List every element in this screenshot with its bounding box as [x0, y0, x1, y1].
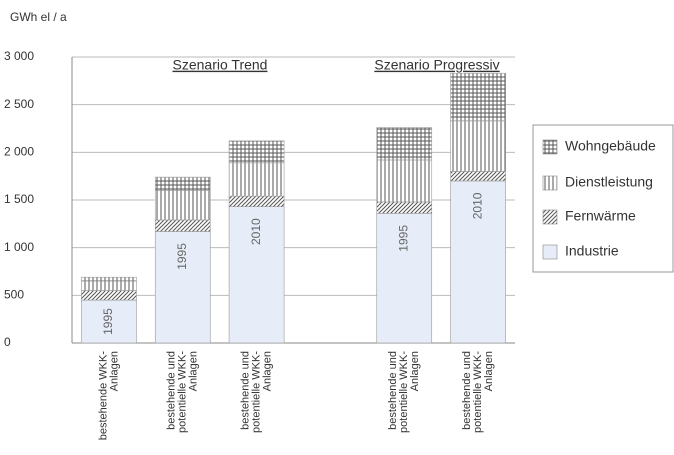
bar-segment — [154, 176, 211, 191]
bar-segment — [81, 290, 137, 301]
bar-segment — [450, 72, 506, 122]
bar-segment — [81, 299, 137, 344]
x-tick-label: bestehende WKK- — [97, 351, 109, 441]
bar-segment — [450, 120, 506, 172]
x-tick-label: Anlagen — [261, 351, 273, 391]
x-tick-label: potentielle WKK- — [398, 351, 410, 433]
x-tick-label: Anlagen — [108, 351, 120, 391]
unit-label: GWh el / a — [10, 10, 67, 24]
y-tick-label: 1 000 — [4, 240, 34, 254]
bar-segment — [228, 162, 285, 197]
legend-swatch — [542, 139, 558, 155]
legend-swatch — [542, 175, 558, 191]
bar-label: 2010 — [470, 192, 484, 219]
x-tick-label: Anlagen — [188, 351, 200, 391]
bar-label: 2010 — [249, 218, 263, 245]
bar-segment — [154, 231, 211, 344]
bar-label: 1995 — [175, 243, 189, 270]
x-tick-label: bestehende und — [387, 351, 399, 430]
x-tick-label: potentielle WKK- — [472, 351, 484, 433]
legend-label: Fernwärme — [565, 208, 636, 224]
legend-swatch — [542, 209, 558, 225]
scenario-label: Szenario Progressiv — [374, 57, 499, 73]
bar-segment — [376, 213, 433, 344]
x-tick-label: potentielle WKK- — [177, 351, 189, 433]
bar-segment — [450, 171, 506, 182]
y-tick-label: 2 000 — [4, 145, 34, 159]
legend-label: Industrie — [565, 243, 619, 259]
legend-swatch — [542, 244, 558, 260]
bar-segment — [228, 206, 285, 344]
bar-segment — [228, 195, 285, 207]
x-tick-label: bestehende und — [461, 351, 473, 430]
bar-segment — [154, 190, 211, 221]
x-tick-label: bestehende und — [239, 351, 251, 430]
y-tick-label: 0 — [4, 335, 11, 349]
legend-label: Wohngebäude — [565, 138, 656, 154]
y-tick-label: 1 500 — [4, 192, 34, 206]
legend-label: Dienstleistung — [565, 174, 653, 190]
x-tick-label: potentielle WKK- — [250, 351, 262, 433]
bar-segment — [81, 280, 137, 291]
bar-segment — [81, 276, 137, 282]
y-tick-label: 2 500 — [4, 97, 34, 111]
y-tick-label: 3 000 — [4, 49, 34, 63]
scenario-label: Szenario Trend — [173, 57, 268, 73]
y-tick-label: 500 — [4, 288, 24, 302]
x-tick-label: bestehende und — [166, 351, 178, 430]
bar-segment — [228, 140, 285, 164]
bar-segment — [450, 180, 506, 344]
x-tick-label: Anlagen — [409, 351, 421, 391]
bar-segment — [154, 219, 211, 232]
bar-label: 1995 — [101, 308, 115, 335]
bar-segment — [376, 201, 433, 214]
bar-label: 1995 — [396, 225, 410, 252]
bar-segment — [376, 127, 433, 161]
x-tick-label: Anlagen — [483, 351, 495, 391]
bar-segment — [376, 159, 433, 203]
